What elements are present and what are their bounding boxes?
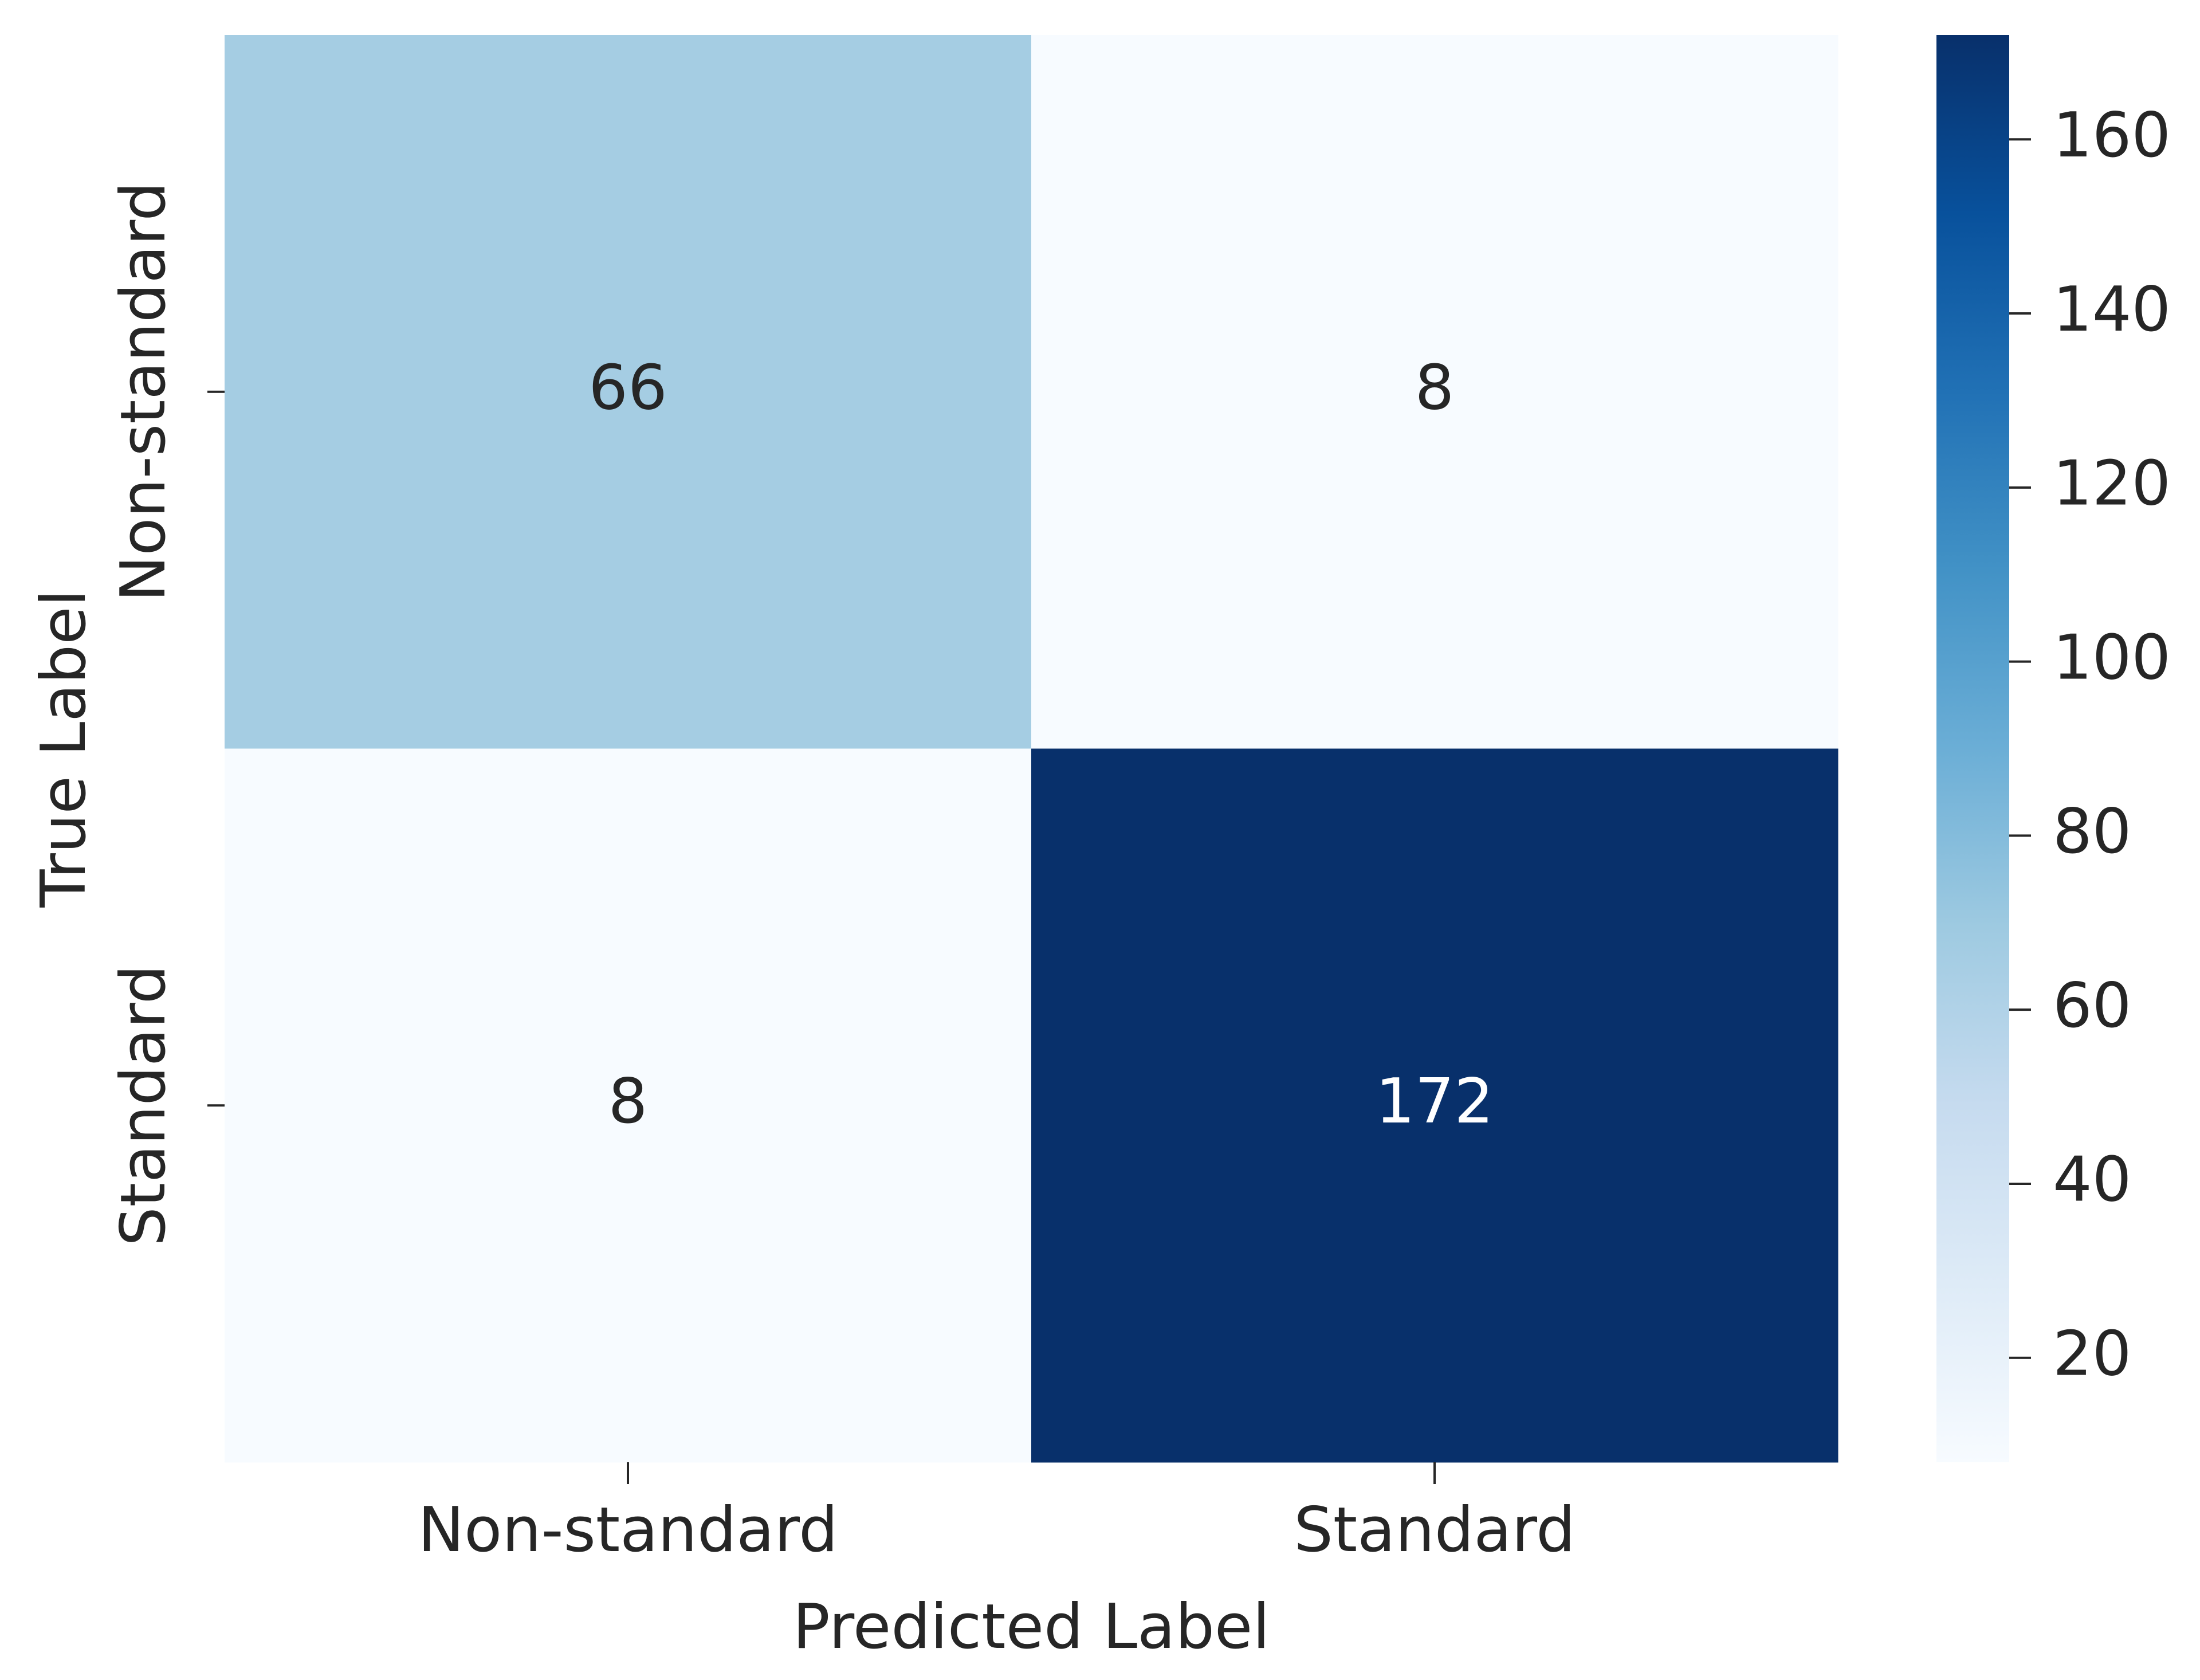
colorbar-tick-label: 140 <box>2053 274 2171 346</box>
y-tick-label: Non-standard <box>108 182 179 602</box>
colorbar-tick-label: 60 <box>2053 970 2131 1042</box>
cell-annotation: 8 <box>1415 352 1455 424</box>
x-tick-label: Standard <box>1294 1494 1575 1566</box>
cell-annotation: 8 <box>608 1066 648 1137</box>
colorbar-tick-label: 20 <box>2053 1318 2131 1390</box>
colorbar-tick-label: 40 <box>2053 1144 2131 1216</box>
heatmap-cell <box>225 748 1032 1463</box>
x-axis-label: Predicted Label <box>793 1591 1270 1663</box>
heatmap-cell <box>225 35 1032 749</box>
colorbar <box>1936 35 2009 1462</box>
colorbar-tick-label: 120 <box>2053 448 2171 520</box>
y-tick-label: Standard <box>108 965 179 1246</box>
x-tick-label: Non-standard <box>418 1494 838 1566</box>
colorbar-tick-label: 160 <box>2053 100 2171 171</box>
y-axis-label: True Label <box>28 589 100 908</box>
cell-annotation: 66 <box>588 352 667 424</box>
colorbar-tick-label: 80 <box>2053 796 2131 868</box>
heatmap-cell <box>1031 35 1838 749</box>
colorbar-tick-label: 100 <box>2053 622 2171 693</box>
cell-annotation: 172 <box>1376 1066 1494 1137</box>
heatmap-cell <box>1031 748 1838 1463</box>
